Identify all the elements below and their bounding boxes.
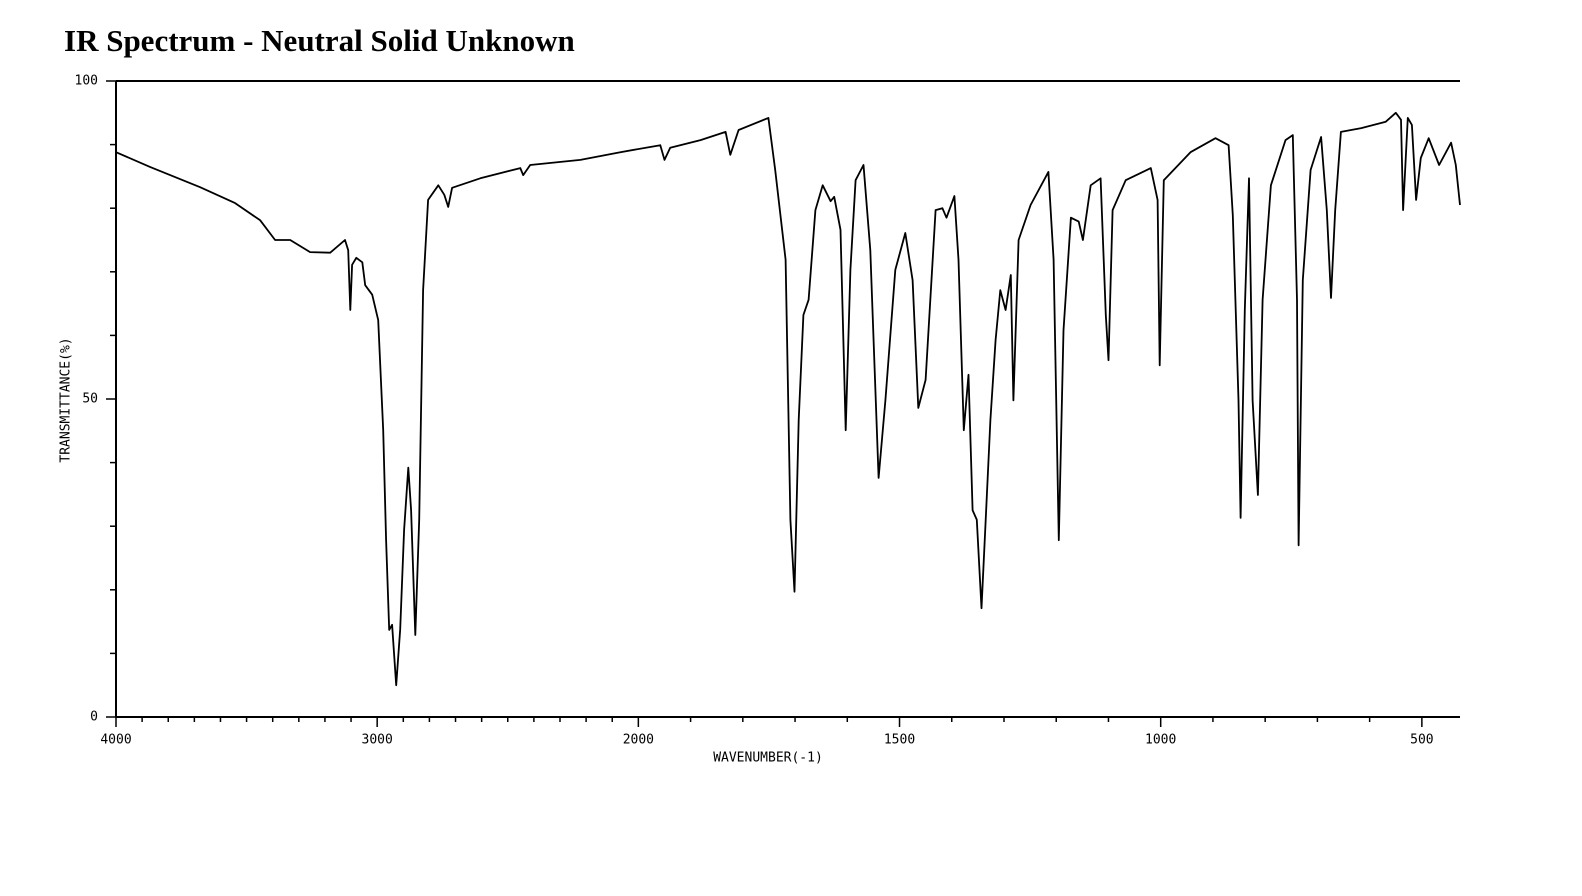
y-axis-label: TRANSMITTANCE(%) bbox=[59, 337, 74, 462]
y-tick-label: 50 bbox=[82, 392, 98, 407]
x-axis-label: WAVENUMBER(-1) bbox=[713, 751, 823, 766]
x-tick-label: 1000 bbox=[1145, 733, 1176, 748]
spectrum-line bbox=[115, 111, 1461, 687]
x-tick-label: 2000 bbox=[623, 733, 654, 748]
x-tick-label: 1500 bbox=[884, 733, 915, 748]
x-tick-label: 500 bbox=[1410, 733, 1433, 748]
x-tick-label: 3000 bbox=[362, 733, 393, 748]
y-tick-label: 100 bbox=[75, 74, 98, 89]
chart-title: IR Spectrum - Neutral Solid Unknown bbox=[64, 23, 575, 58]
y-tick-label: 0 bbox=[90, 710, 98, 725]
x-tick-label: 4000 bbox=[100, 733, 131, 748]
